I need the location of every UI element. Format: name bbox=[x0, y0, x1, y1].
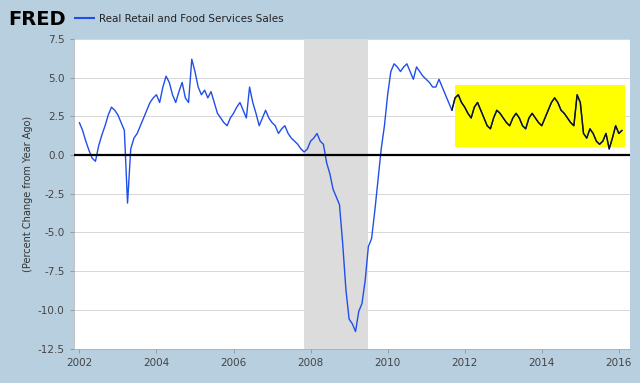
Y-axis label: (Percent Change from Year Ago): (Percent Change from Year Ago) bbox=[24, 116, 33, 272]
Text: Real Retail and Food Services Sales: Real Retail and Food Services Sales bbox=[99, 15, 284, 25]
Text: FRED: FRED bbox=[8, 10, 66, 29]
Bar bbox=[304, 39, 369, 349]
